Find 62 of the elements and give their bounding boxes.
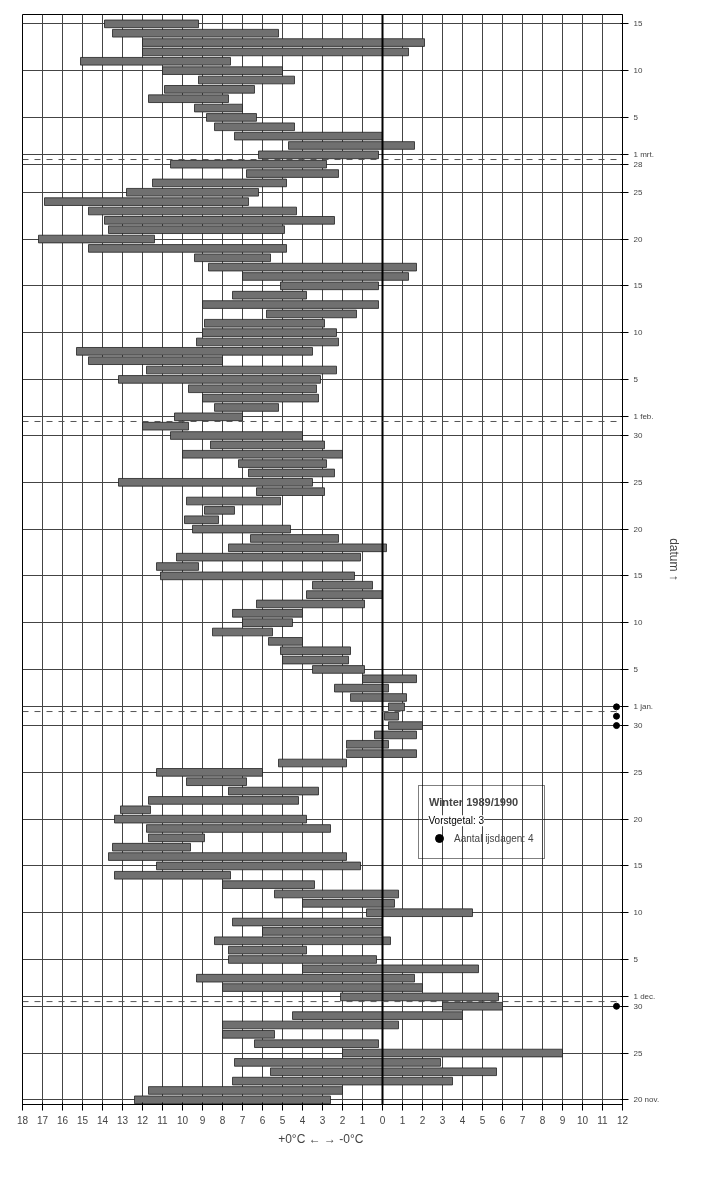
x-tick-label: 9 <box>199 1114 206 1126</box>
y-tick-label: 5 <box>633 954 639 964</box>
x-tick-label: 0 <box>379 1114 386 1126</box>
y-tick-label: 30 <box>633 431 643 441</box>
x-tick-label: 12 <box>136 1114 149 1126</box>
x-tick-label: 12 <box>616 1114 629 1126</box>
x-tick-label: 4 <box>459 1114 466 1126</box>
y-tick-label: 1 dec. <box>633 992 656 1002</box>
y-tick-label: 10 <box>633 328 643 338</box>
y-tick-label: 25 <box>633 1048 643 1058</box>
x-tick-label: 4 <box>299 1114 306 1126</box>
x-tick-label: 8 <box>219 1114 226 1126</box>
x-tick-label: 18 <box>16 1114 29 1126</box>
y-tick-label: 10 <box>633 618 643 628</box>
x-tick-label: 16 <box>56 1114 69 1126</box>
y-tick-label: 15 <box>633 861 643 871</box>
x-tick-label: 10 <box>576 1114 589 1126</box>
y-tick-label: 1 mrt. <box>633 150 654 160</box>
x-tick-label: 5 <box>279 1114 286 1126</box>
x-tick-label: 8 <box>539 1114 546 1126</box>
x-tick-label: 6 <box>259 1114 266 1126</box>
y-tick-label: 20 <box>633 524 643 534</box>
y-tick-label: 20 nov. <box>633 1095 660 1105</box>
x-tick-label: 11 <box>157 1114 169 1126</box>
y-tick-label: 5 <box>633 664 639 674</box>
x-tick-label: 15 <box>76 1114 89 1126</box>
x-tick-label: 2 <box>419 1114 426 1126</box>
y-tick-label: 5 <box>633 374 639 384</box>
y-tick-label: 25 <box>633 477 643 487</box>
x-tick-label: 3 <box>319 1114 326 1126</box>
y-tick-label: 20 <box>633 234 643 244</box>
x-tick-label: 7 <box>519 1114 526 1126</box>
x-tick-label: 11 <box>597 1114 609 1126</box>
annotation: Vorstgetal: 3 <box>428 815 485 827</box>
x-tick-label: 2 <box>339 1114 346 1126</box>
y-tick-label: 25 <box>633 767 643 777</box>
y-tick-label: 30 <box>633 1001 643 1011</box>
x-tick-label: 17 <box>36 1114 49 1126</box>
x-tick-label: 1 <box>359 1114 366 1126</box>
y-tick-label: 25 <box>633 187 643 197</box>
y-tick-label: 20 <box>633 814 643 824</box>
y-tick-label: 5 <box>633 112 639 122</box>
x-tick-label: 5 <box>479 1114 486 1126</box>
y-tick-label: 10 <box>633 66 643 76</box>
y-axis-title: datum ↑ <box>667 538 682 581</box>
y-tick-label: 15 <box>633 19 643 29</box>
y-tick-label: 1 jan. <box>633 702 654 712</box>
x-tick-label: 7 <box>239 1114 246 1126</box>
x-tick-label: 10 <box>176 1114 189 1126</box>
x-tick-label: 13 <box>116 1114 129 1126</box>
x-tick-label: 1 <box>399 1114 406 1126</box>
y-tick-label: 1 feb. <box>633 412 654 422</box>
y-tick-label: 10 <box>633 908 643 918</box>
x-axis-title: +0°C ← → -0°C <box>278 1131 364 1146</box>
y-tick-label: 15 <box>633 571 643 581</box>
x-tick-label: 9 <box>559 1114 566 1126</box>
x-tick-label: 3 <box>439 1114 446 1126</box>
x-tick-label: 14 <box>96 1114 109 1126</box>
x-tick-label: 6 <box>499 1114 506 1126</box>
y-tick-label: 30 <box>633 721 643 731</box>
y-tick-label: 28 <box>633 159 643 169</box>
y-tick-label: 15 <box>633 281 643 291</box>
